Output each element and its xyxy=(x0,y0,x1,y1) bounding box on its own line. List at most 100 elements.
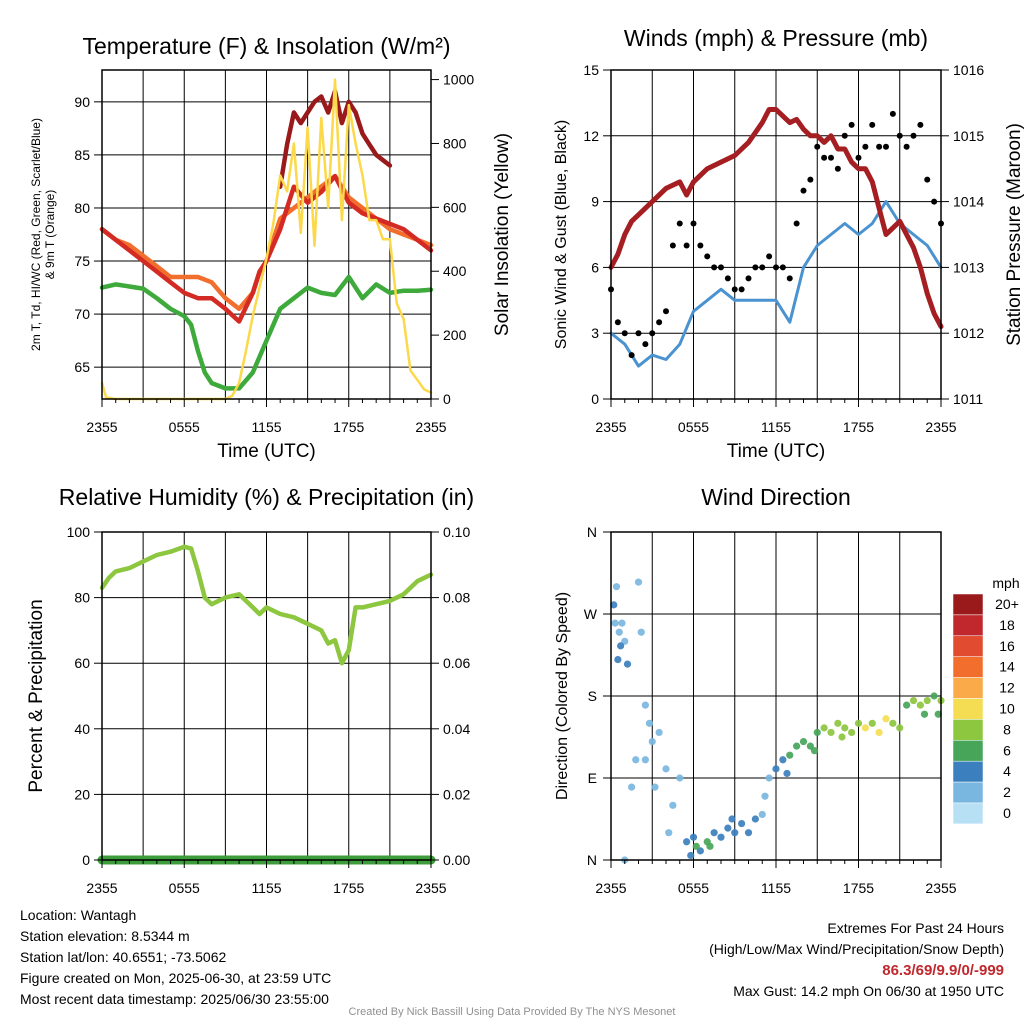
winds-ytick-label-right: 1016 xyxy=(953,62,984,78)
direction-point xyxy=(810,747,819,755)
direction-point xyxy=(806,742,814,750)
rh-xtick-label: 1155 xyxy=(251,880,281,896)
direction-point xyxy=(834,719,842,727)
direction-point xyxy=(612,583,621,591)
rh-ytick-label-left: 100 xyxy=(67,524,91,540)
direction-point xyxy=(738,819,746,828)
direction-point xyxy=(655,728,663,737)
winds-xtick-label: 0555 xyxy=(678,419,709,435)
direction-xtick-label: 1155 xyxy=(761,880,791,896)
direction-point xyxy=(909,696,918,705)
winds-y2label: Station Pressure (Maroon) xyxy=(1004,123,1024,346)
winds-ytick-label-right: 1013 xyxy=(953,259,984,275)
winds-gust-point xyxy=(876,143,883,150)
temp-xlabel: Time (UTC) xyxy=(217,441,316,462)
direction-legend-label: 18 xyxy=(999,617,1015,633)
winds-gust-point xyxy=(834,165,841,172)
temp-ytick-label-right: 1000 xyxy=(443,72,474,88)
winds-ytick-label-left: 6 xyxy=(591,259,599,275)
temp-y2label: Solar Insolation (Yellow) xyxy=(492,133,513,336)
winds-ytick-label-right: 1014 xyxy=(953,194,984,210)
direction-point xyxy=(772,765,780,773)
direction-point xyxy=(710,829,718,837)
direction-legend-label: 4 xyxy=(1003,763,1011,779)
winds-gust-point xyxy=(910,132,917,139)
direction-legend-label: 6 xyxy=(1003,742,1011,758)
direction-legend-label: 10 xyxy=(999,701,1015,717)
temp-title: Temperature (F) & Insolation (W/m²) xyxy=(82,33,450,59)
direction-point xyxy=(724,824,732,832)
winds-ytick-label-right: 1012 xyxy=(953,325,984,341)
winds-gust-point xyxy=(779,264,786,271)
direction-legend-swatch xyxy=(952,677,984,699)
direction-point xyxy=(611,619,619,627)
recent-data-timestamp: Most recent data timestamp: 2025/06/30 2… xyxy=(20,991,329,1007)
winds-ylabel: Sonic Wind & Gust (Blue, Black) xyxy=(553,120,570,349)
rh-ytick-label-left: 80 xyxy=(74,590,90,606)
temp-ylabel-line2: & 9m T (Orange) xyxy=(43,190,57,280)
rh-series-rh xyxy=(99,544,434,666)
direction-point xyxy=(676,774,684,782)
temp-panel: Temperature (F) & Insolation (W/m²) 65 70 7… xyxy=(29,33,513,462)
rh-panel: Relative Humidity (%) & Precipitation (i… xyxy=(26,484,474,896)
direction-ytick-label: W xyxy=(584,606,598,622)
direction-point xyxy=(903,701,911,709)
rh-xtick-label: 2355 xyxy=(415,880,446,896)
winds-gust-point xyxy=(766,253,773,260)
rh-ylabel-text: Percent & Precipitation xyxy=(26,599,47,792)
rh-ytick-label-right: 0.02 xyxy=(443,786,470,802)
direction-point xyxy=(744,829,753,837)
extremes-panel: Extremes For Past 24 Hours (High/Low/Max… xyxy=(709,918,1004,1002)
direction-legend-swatch xyxy=(952,760,984,783)
direction-legend-swatch xyxy=(952,698,984,720)
footer-credit: Created By Nick Bassill Using Data Provi… xyxy=(348,1006,676,1018)
direction-point xyxy=(689,833,698,841)
direction-point xyxy=(786,751,794,759)
direction-legend-label: 12 xyxy=(999,680,1015,696)
figure-created: Figure created on Mon, 2025-06-30, at 23… xyxy=(20,970,332,986)
direction-point xyxy=(645,719,654,727)
temp-xtick-label: 2355 xyxy=(415,419,446,435)
direction-point xyxy=(868,719,876,727)
temp-ytick-label-right: 0 xyxy=(443,391,451,407)
direction-point xyxy=(765,774,773,782)
temp-ytick-label-left: 75 xyxy=(74,253,90,269)
direction-xtick-label: 2355 xyxy=(925,880,956,896)
extremes-subtitle: (High/Low/Max Wind/Precipitation/Snow De… xyxy=(709,941,1004,957)
winds-panel: Winds (mph) & Pressure (mb) 0 3 6 9 12 15 1011 1… xyxy=(553,25,1024,462)
winds-gust-point xyxy=(855,154,862,161)
temp-ytick-label-right: 800 xyxy=(443,135,467,151)
temp-ytick-label-right: 600 xyxy=(443,199,467,215)
direction-point xyxy=(683,838,691,846)
temp-ylabel-line1: 2m T, Td, HI/WC (Red, Green, Scarlet/Blu… xyxy=(29,118,43,351)
direction-point xyxy=(641,701,649,709)
winds-gust-point xyxy=(841,132,848,139)
direction-point xyxy=(838,733,846,741)
direction-point xyxy=(875,728,883,737)
direction-point xyxy=(706,842,714,850)
direction-legend-swatch xyxy=(952,656,984,678)
direction-point xyxy=(854,719,863,727)
winds-xlabel: Time (UTC) xyxy=(727,441,826,462)
winds-ytick-label-left: 15 xyxy=(583,62,599,78)
temp-xtick-label: 0555 xyxy=(169,419,200,435)
extremes-title: Extremes For Past 24 Hours xyxy=(827,920,1004,936)
direction-point xyxy=(648,737,656,746)
direction-point xyxy=(641,756,649,764)
rh-ytick-label-right: 0.00 xyxy=(443,852,470,868)
direction-legend-label: 2 xyxy=(1003,784,1011,800)
winds-gust-point xyxy=(663,308,669,315)
winds-gust-point xyxy=(635,330,642,337)
winds-gust-point xyxy=(848,121,855,128)
winds-gust-point xyxy=(786,275,793,282)
winds-gust-point xyxy=(642,341,649,348)
direction-point xyxy=(882,715,890,723)
direction-title: Wind Direction xyxy=(701,484,851,510)
station-elevation: Station elevation: 8.5344 m xyxy=(20,928,190,944)
winds-gust-point xyxy=(759,264,766,271)
winds-gust-point xyxy=(711,264,718,271)
temp-ytick-label-left: 85 xyxy=(74,147,90,163)
direction-point xyxy=(618,619,626,627)
direction-point xyxy=(628,783,636,791)
direction-ytick-label: N xyxy=(587,852,597,868)
